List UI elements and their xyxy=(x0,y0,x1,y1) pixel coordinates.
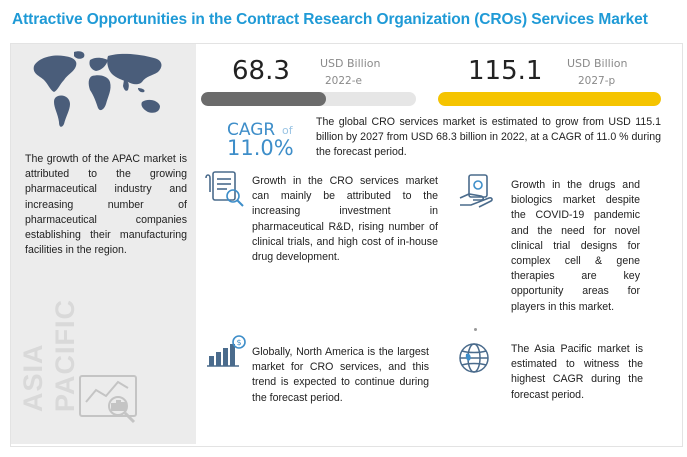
analytics-magnifier-icon xyxy=(79,375,137,424)
left-panel xyxy=(11,44,196,444)
progress-bar-2022 xyxy=(201,92,416,106)
globe-icon xyxy=(459,343,489,373)
insight-drugs-biologics: Growth in the drugs and biologics market… xyxy=(511,179,640,313)
progress-bar-2027 xyxy=(438,92,661,106)
year-2027: 2027-p xyxy=(578,75,616,87)
drugs-biologics-icon xyxy=(459,174,493,208)
value-2022: 68.3 xyxy=(232,56,290,86)
cagr-value: 11.0% xyxy=(227,136,294,160)
unit-2027: USD Billion xyxy=(567,57,628,70)
year-2022: 2022-e xyxy=(325,75,362,87)
apac-description: The growth of the APAC market is attribu… xyxy=(25,153,187,257)
page-title: Attractive Opportunities in the Contract… xyxy=(12,11,648,28)
progress-fill-2027 xyxy=(438,92,661,106)
growth-chart-icon: $ xyxy=(207,335,246,367)
insight-rd-growth: Growth in the CRO services market can ma… xyxy=(252,175,438,264)
unit-2022: USD Billion xyxy=(320,57,381,70)
world-map-icon xyxy=(33,51,162,127)
cagr-label: CAGR xyxy=(227,120,276,140)
research-document-icon xyxy=(205,171,244,207)
value-2027: 115.1 xyxy=(468,56,543,86)
svg-text:$: $ xyxy=(236,338,241,347)
separator-dot xyxy=(474,328,477,331)
cagr-of-label: of xyxy=(282,124,293,137)
insight-asia-pacific: The Asia Pacific market is estimated to … xyxy=(511,343,643,401)
insight-north-america: Globally, North America is the largest m… xyxy=(252,346,429,404)
progress-fill-2022 xyxy=(201,92,326,106)
market-summary: The global CRO services market is estima… xyxy=(316,116,661,159)
watermark-asia: ASIA xyxy=(18,343,48,412)
